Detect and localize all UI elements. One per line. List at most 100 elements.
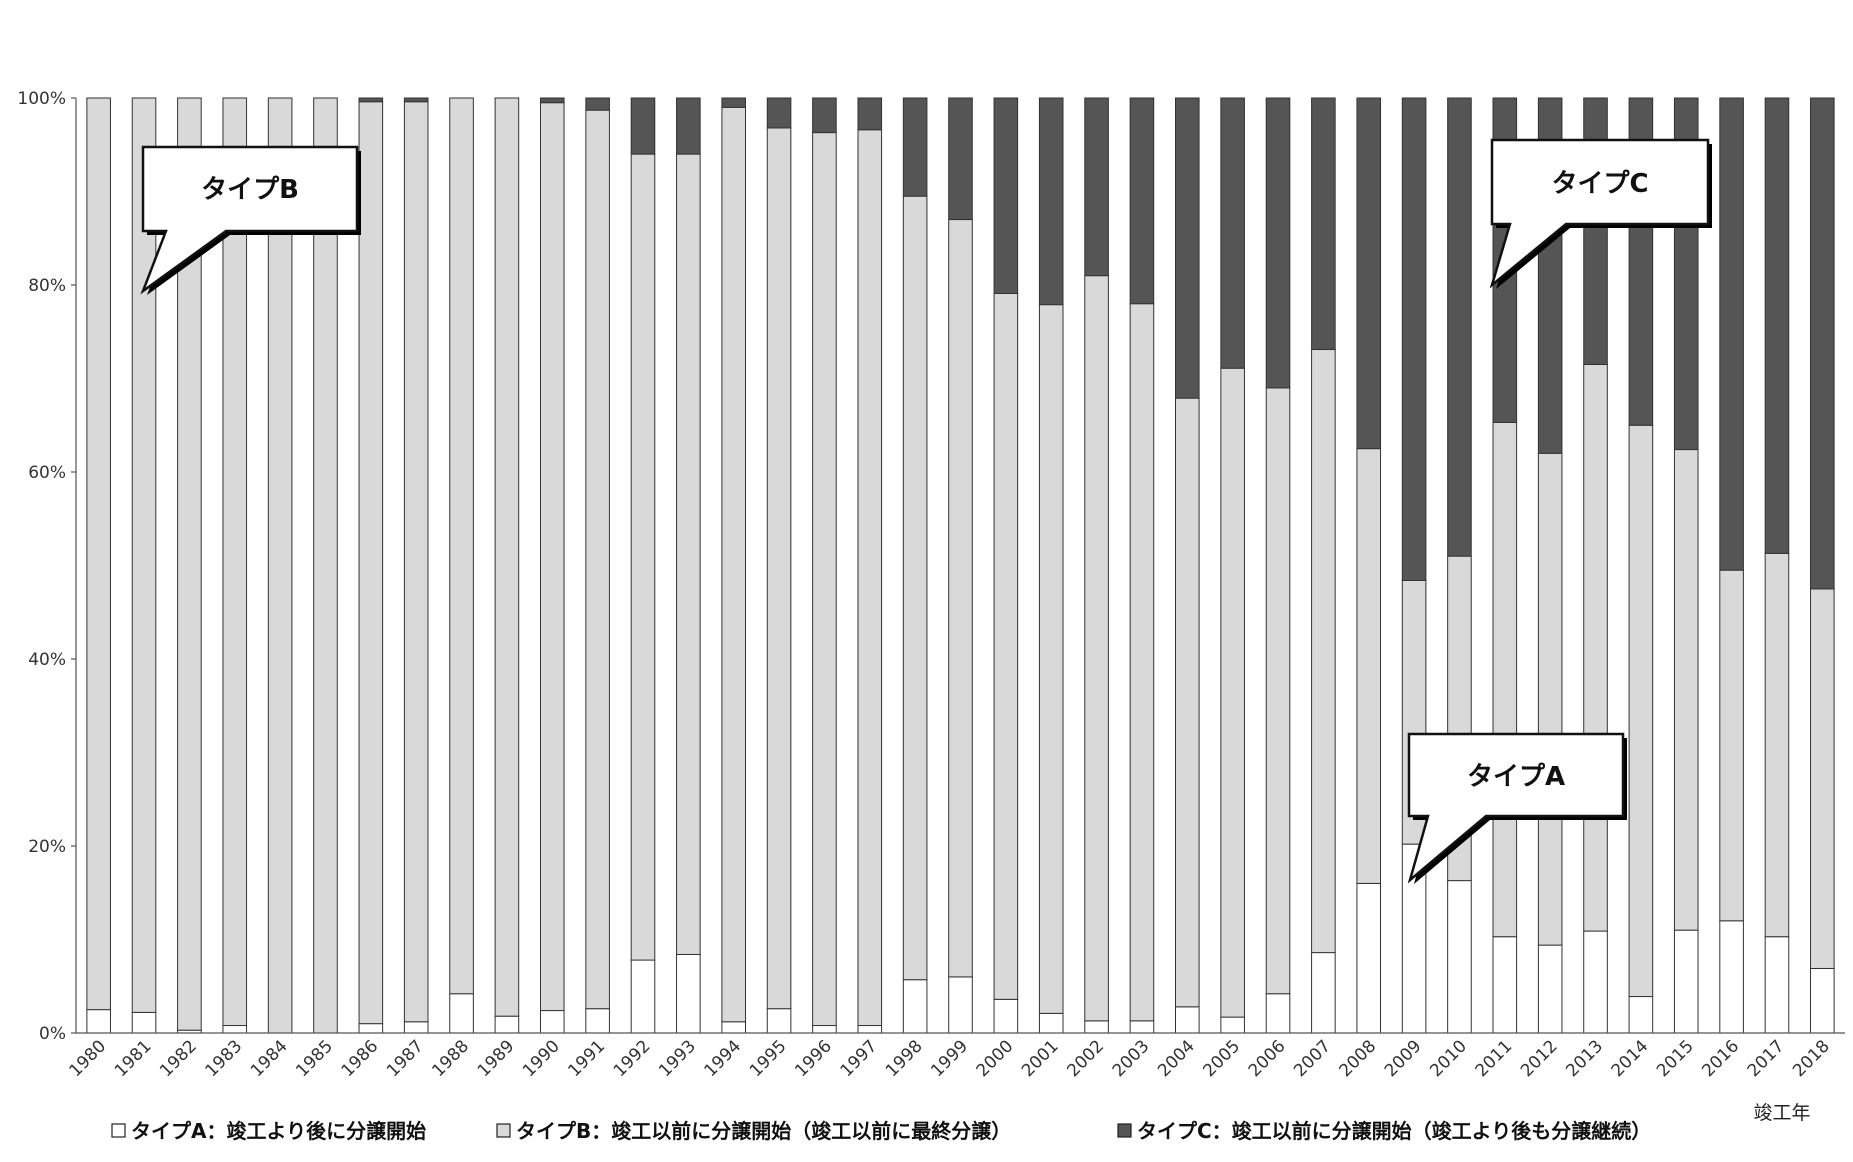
- x-tick-label-1984: 1984: [247, 1036, 292, 1081]
- bar-segment-type-c-2003: [1129, 97, 1155, 305]
- bar-segment-type-a-1998: [902, 979, 928, 1034]
- callout-type-a: タイプA: [1407, 732, 1627, 884]
- x-tick-label-1999: 1999: [927, 1036, 972, 1081]
- callout-box: [1489, 138, 1710, 289]
- bar-segment-type-b-2008: [1356, 448, 1382, 884]
- bars: [86, 97, 1835, 1034]
- bar-segment-type-c-1987: [403, 97, 429, 103]
- bar-segment-type-b-1981: [131, 97, 157, 1013]
- x-tick-label-2003: 2003: [1109, 1036, 1154, 1081]
- bar-segment-type-a-2000: [993, 998, 1019, 1034]
- x-tick-label-2015: 2015: [1653, 1036, 1698, 1081]
- x-tick-label-2013: 2013: [1562, 1036, 1607, 1081]
- x-tick-label-2016: 2016: [1698, 1036, 1743, 1081]
- x-axis-title: 竣工年: [1753, 1102, 1810, 1124]
- bar-segment-type-b-2018: [1810, 588, 1835, 969]
- bar-segment-type-b-1999: [948, 219, 973, 978]
- bar-segment-type-b-2007: [1311, 349, 1336, 954]
- callout-label: タイプB: [201, 175, 299, 205]
- legend-label-type-a: タイプA：竣工より後に分譲開始: [131, 1119, 426, 1143]
- x-tick-label-1997: 1997: [837, 1036, 882, 1081]
- bar-segment-type-c-1993: [676, 97, 701, 155]
- bar-segment-type-c-1991: [585, 97, 610, 111]
- bar-segment-type-c-1997: [857, 97, 883, 131]
- bar-segment-type-a-1980: [86, 1009, 111, 1034]
- x-tick-label-2009: 2009: [1381, 1036, 1426, 1081]
- x-tick-label-1988: 1988: [428, 1036, 473, 1081]
- bar-segment-type-a-2016: [1719, 920, 1744, 1034]
- bar-segment-type-c-2018: [1810, 97, 1835, 590]
- bar-segment-type-a-2007: [1311, 952, 1336, 1034]
- bar-segment-type-a-2013: [1583, 930, 1608, 1034]
- bar-segment-type-b-2017: [1764, 552, 1790, 938]
- bar-segment-type-b-1994: [721, 106, 746, 1023]
- bar-segment-type-b-2004: [1175, 397, 1200, 1008]
- x-tick-label-1983: 1983: [202, 1036, 247, 1081]
- x-tick-label-2006: 2006: [1245, 1036, 1290, 1081]
- y-tick-label: 40%: [28, 650, 66, 670]
- bar-segment-type-a-2014: [1628, 996, 1654, 1034]
- x-tick-label-2017: 2017: [1744, 1036, 1789, 1081]
- y-tick-label: 100%: [17, 89, 66, 109]
- legend-label-type-b: タイプB：竣工以前に分譲開始（竣工以前に最終分譲）: [516, 1119, 1011, 1143]
- bar-segment-type-a-1993: [676, 953, 701, 1034]
- bar-segment-type-b-2015: [1673, 449, 1699, 931]
- x-tick-label-1992: 1992: [610, 1036, 655, 1081]
- bar-segment-type-a-1981: [131, 1011, 157, 1034]
- bar-segment-type-c-2013: [1583, 97, 1608, 365]
- legend-swatch-type-c: [1117, 1123, 1132, 1138]
- x-tick-label-2002: 2002: [1063, 1036, 1108, 1081]
- bar-segment-type-a-2004: [1175, 1006, 1200, 1034]
- bar-segment-type-a-2018: [1810, 967, 1835, 1034]
- bar-segment-type-b-1996: [812, 132, 837, 1027]
- bar-segment-type-a-1986: [358, 1023, 384, 1034]
- x-tick-label-1982: 1982: [156, 1036, 201, 1081]
- bar-segment-type-c-2016: [1719, 97, 1744, 571]
- bar-segment-type-a-1983: [222, 1025, 248, 1034]
- bar-segment-type-b-2011: [1492, 421, 1518, 938]
- y-tick-label: 20%: [28, 837, 66, 857]
- bar-segment-type-c-2005: [1220, 97, 1245, 369]
- bar-segment-type-a-2003: [1129, 1020, 1155, 1034]
- bar-segment-type-c-2017: [1764, 97, 1790, 554]
- x-tick-label-1985: 1985: [292, 1036, 337, 1081]
- bar-segment-type-b-1993: [676, 153, 701, 955]
- callout-box: [140, 145, 359, 295]
- bar-segment-type-a-2012: [1537, 944, 1563, 1034]
- y-tick-label: 60%: [28, 463, 66, 483]
- x-tick-label-1998: 1998: [882, 1036, 927, 1081]
- x-tick-label-1996: 1996: [791, 1036, 836, 1081]
- bar-segment-type-b-1989: [494, 97, 520, 1017]
- x-tick-label-2014: 2014: [1608, 1036, 1653, 1081]
- bar-segment-type-c-2008: [1356, 97, 1382, 450]
- bar-segment-type-a-1995: [766, 1008, 792, 1034]
- callout-label: タイプC: [1551, 169, 1648, 199]
- bar-segment-type-b-2012: [1537, 452, 1563, 946]
- bar-segment-type-a-2002: [1084, 1020, 1109, 1034]
- x-tick-label-2018: 2018: [1789, 1036, 1834, 1081]
- x-tick-label-1980: 1980: [65, 1036, 110, 1081]
- bar-segment-type-c-2001: [1038, 97, 1064, 306]
- legend-swatch-type-a: [111, 1123, 126, 1138]
- bar-segment-type-a-1990: [539, 1010, 565, 1034]
- x-tick-label-1994: 1994: [701, 1036, 746, 1081]
- bar-segment-type-c-2004: [1175, 97, 1200, 399]
- x-tick-label-2005: 2005: [1199, 1036, 1244, 1081]
- x-tick-label-1991: 1991: [564, 1036, 609, 1081]
- callout-label: タイプA: [1467, 762, 1565, 792]
- x-tick-label-2008: 2008: [1336, 1036, 1381, 1081]
- bar-segment-type-c-1995: [766, 97, 792, 129]
- legend-label-type-c: タイプC：竣工以前に分譲開始（竣工より後も分譲継続）: [1137, 1119, 1651, 1143]
- bar-segment-type-b-2003: [1129, 303, 1155, 1022]
- callouts: タイプB タイプC タイプA: [140, 138, 1712, 884]
- bar-segment-type-a-1992: [630, 959, 656, 1034]
- callout-type-b: タイプB: [140, 145, 361, 295]
- bar-segment-type-c-1994: [721, 97, 746, 108]
- y-axis: 0% 20% 40% 60% 80% 100%: [17, 89, 77, 1044]
- bar-segment-type-c-2000: [993, 97, 1019, 294]
- bar-segment-type-a-1987: [403, 1021, 429, 1034]
- bar-segment-type-b-1987: [403, 101, 429, 1023]
- bar-segment-type-a-1991: [585, 1008, 610, 1034]
- bar-segment-type-b-1995: [766, 127, 792, 1010]
- x-tick-label-1990: 1990: [519, 1036, 564, 1081]
